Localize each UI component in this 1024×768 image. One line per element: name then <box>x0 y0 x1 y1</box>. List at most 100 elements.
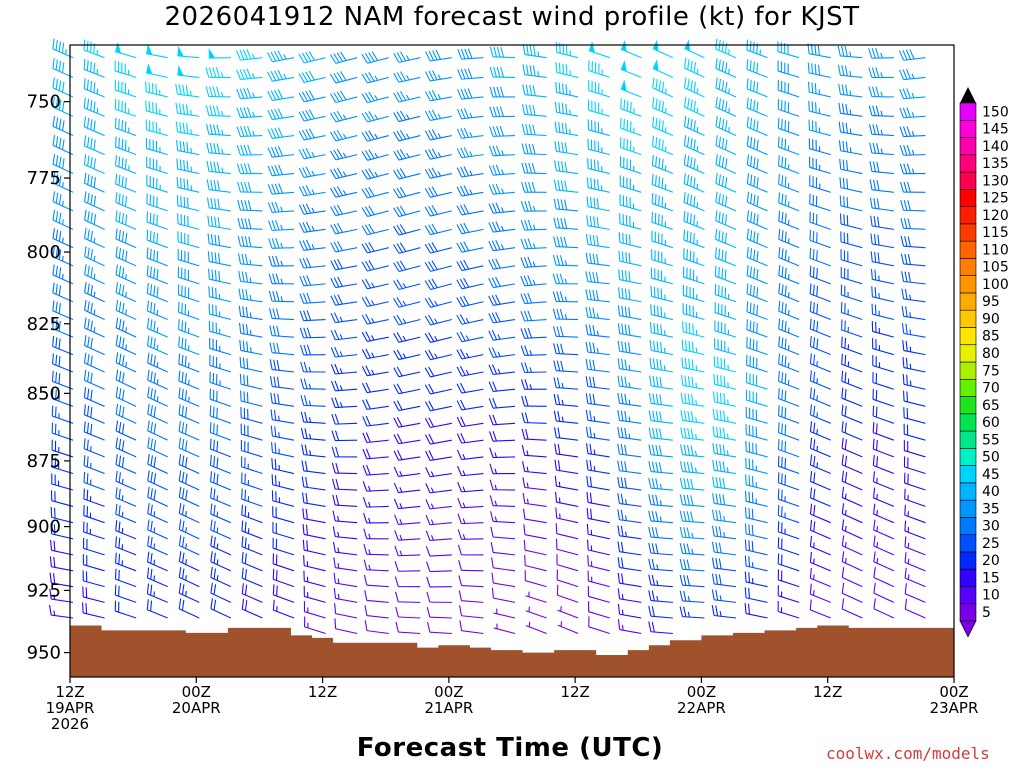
barb-flag <box>333 92 340 102</box>
barb-staff <box>177 112 200 117</box>
barb-flag <box>85 603 88 614</box>
barb-staff <box>335 265 358 271</box>
barb-staff <box>588 109 610 117</box>
barb-flag <box>186 123 189 134</box>
barb-half-flag <box>368 564 371 571</box>
barb-flag <box>651 478 655 489</box>
wind-barb <box>146 43 168 59</box>
barb-flag <box>585 359 589 370</box>
barb-staff <box>745 581 768 588</box>
barb-half-flag <box>367 485 371 492</box>
barb-flag <box>589 234 592 246</box>
wind-barb <box>303 570 326 588</box>
barb-flag <box>240 163 245 174</box>
barb-staff <box>524 470 547 475</box>
barb-flag <box>178 486 182 498</box>
barb-flag <box>178 370 181 382</box>
wind-barb <box>425 49 452 62</box>
barb-flag <box>371 51 379 61</box>
barb-staff <box>147 275 168 285</box>
barb-flag <box>118 505 121 516</box>
barb-staff <box>366 456 389 460</box>
wind-barb <box>299 239 326 251</box>
wind-barb <box>178 567 200 588</box>
barb-flag <box>756 287 759 298</box>
barb-staff <box>461 371 484 377</box>
barb-staff <box>461 154 484 159</box>
barb-staff <box>209 278 231 285</box>
barb-flag <box>365 432 371 443</box>
barb-half-flag <box>911 130 915 137</box>
barb-flag <box>207 251 210 262</box>
barb-flag <box>246 107 252 118</box>
barb-half-flag <box>561 416 564 422</box>
barb-flag <box>902 50 908 61</box>
barb-flag <box>564 199 568 210</box>
barb-staff <box>240 135 263 138</box>
barb-staff <box>115 610 137 619</box>
barb-flag <box>118 118 120 130</box>
barb-flag <box>428 168 435 178</box>
barb-flag <box>269 325 273 336</box>
barb-flag <box>425 91 431 102</box>
barb-flag <box>90 372 93 384</box>
wind-barb <box>488 294 516 306</box>
barb-flag <box>245 306 249 318</box>
wind-barb <box>456 185 484 197</box>
wind-barb <box>488 276 516 289</box>
barb-staff <box>241 482 263 491</box>
barb-half-flag <box>402 318 407 324</box>
barb-flag <box>620 117 622 129</box>
barb-flag <box>620 410 624 421</box>
wind-barb <box>620 79 642 98</box>
barb-staff <box>210 529 232 540</box>
wind-barb <box>619 213 642 230</box>
wind-barb <box>683 210 705 230</box>
barb-staff <box>366 599 389 603</box>
barb-staff <box>714 312 737 321</box>
wind-barb <box>872 438 895 458</box>
barb-flag <box>841 421 844 432</box>
barb-flag <box>301 460 305 471</box>
barb-flag <box>118 229 121 241</box>
x-tick-label: 00Z <box>434 683 463 701</box>
barb-staff <box>273 609 295 619</box>
barb-staff <box>430 115 452 121</box>
wind-barb <box>809 519 831 540</box>
wind-barb <box>83 352 105 373</box>
barb-flag <box>492 106 498 117</box>
wind-barb <box>714 284 737 303</box>
barb-flag <box>217 217 221 228</box>
wind-barb <box>330 329 358 341</box>
barb-flag <box>718 526 722 537</box>
barb-flag <box>902 69 908 80</box>
barb-staff <box>367 76 389 84</box>
barb-half-flag <box>876 494 878 500</box>
wind-barb <box>557 621 579 635</box>
barb-flag <box>528 143 533 155</box>
barb-flag <box>653 322 656 334</box>
barb-flag <box>298 222 305 233</box>
barb-staff <box>492 456 516 459</box>
barb-flag <box>586 491 589 503</box>
barb-staff <box>714 614 737 619</box>
barb-flag <box>237 235 242 247</box>
barb-half-flag <box>625 531 627 537</box>
barb-flag <box>181 568 185 579</box>
wind-barb <box>841 353 863 373</box>
barb-flag <box>752 321 755 333</box>
barb-staff <box>809 91 831 98</box>
x-axis-title: Forecast Time (UTC) <box>356 733 664 763</box>
barb-flag <box>122 355 125 366</box>
barb-flag <box>722 494 726 505</box>
wind-barb <box>394 591 421 603</box>
wind-barb <box>329 71 358 84</box>
barb-staff <box>461 630 484 635</box>
wind-barb <box>648 510 673 524</box>
barb-staff <box>778 563 800 572</box>
wind-barb <box>588 60 610 78</box>
barb-flag <box>527 200 533 212</box>
barb-flag <box>210 179 214 191</box>
barb-staff <box>810 328 831 338</box>
credit-link[interactable]: coolwx.com/models <box>826 744 990 763</box>
